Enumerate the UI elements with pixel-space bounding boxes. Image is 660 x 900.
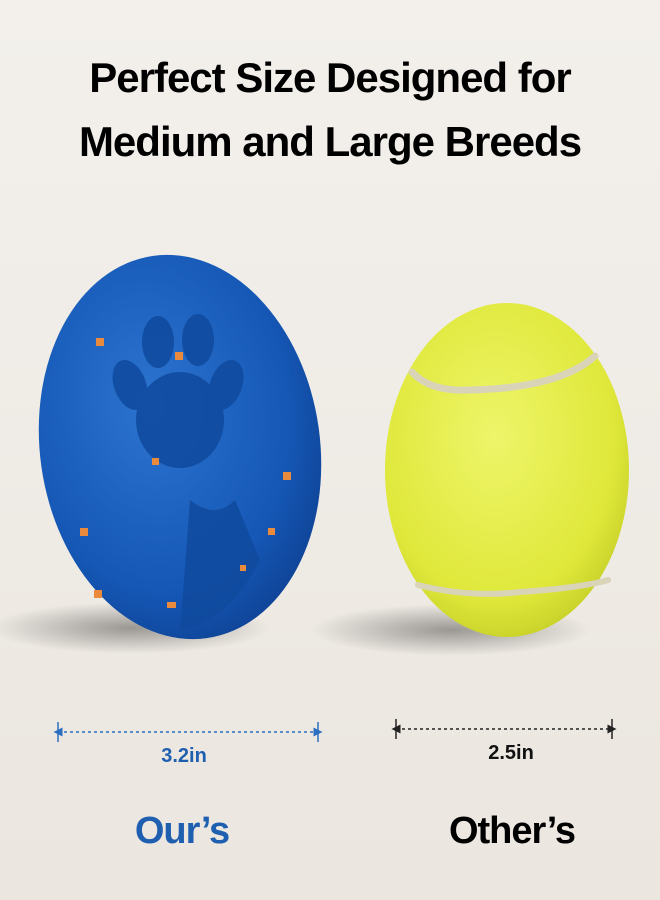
size-label: 2.5in [488,742,534,764]
title-line: Medium and Large Breeds [79,118,581,165]
size-label: 3.2in [161,745,207,767]
tennis-ball [385,303,629,637]
blue-ball [38,254,322,640]
title-line: Perfect Size Designed for [89,54,571,101]
product-label: Our’s [135,810,229,852]
product-label: Other’s [449,810,575,852]
